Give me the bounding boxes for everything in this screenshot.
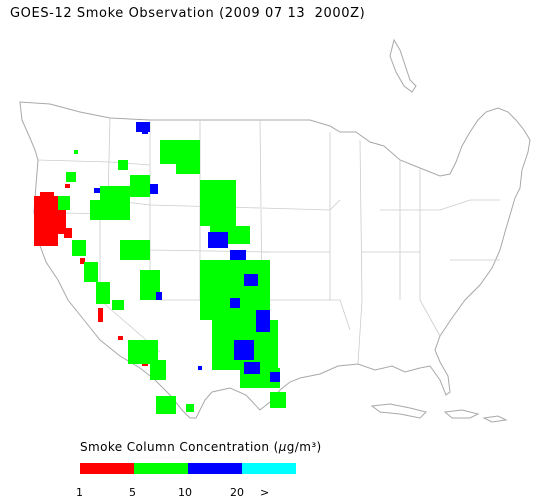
smoke-5-10-region: [58, 140, 286, 414]
color-legend-bar: [80, 463, 296, 474]
legend-title: Smoke Column Concentration (μg/m³): [80, 440, 322, 454]
smoke-1-5-region: [34, 184, 148, 366]
legend-tick-gt: >: [260, 486, 270, 499]
legend-bin-10-20: [188, 463, 242, 474]
smoke-10-20-region: [94, 122, 280, 382]
smoke-plumes: [34, 122, 286, 414]
legend-bin-20-plus: [242, 463, 296, 474]
legend-tick-20: 20: [230, 486, 244, 499]
legend-tick-10: 10: [178, 486, 192, 499]
legend-tick-5: 5: [129, 486, 136, 499]
legend-tick-1: 1: [76, 486, 83, 499]
legend-bin-1-5: [80, 463, 134, 474]
map-title: GOES-12 Smoke Observation (2009 07 13 20…: [10, 6, 366, 21]
legend-bin-5-10: [134, 463, 188, 474]
